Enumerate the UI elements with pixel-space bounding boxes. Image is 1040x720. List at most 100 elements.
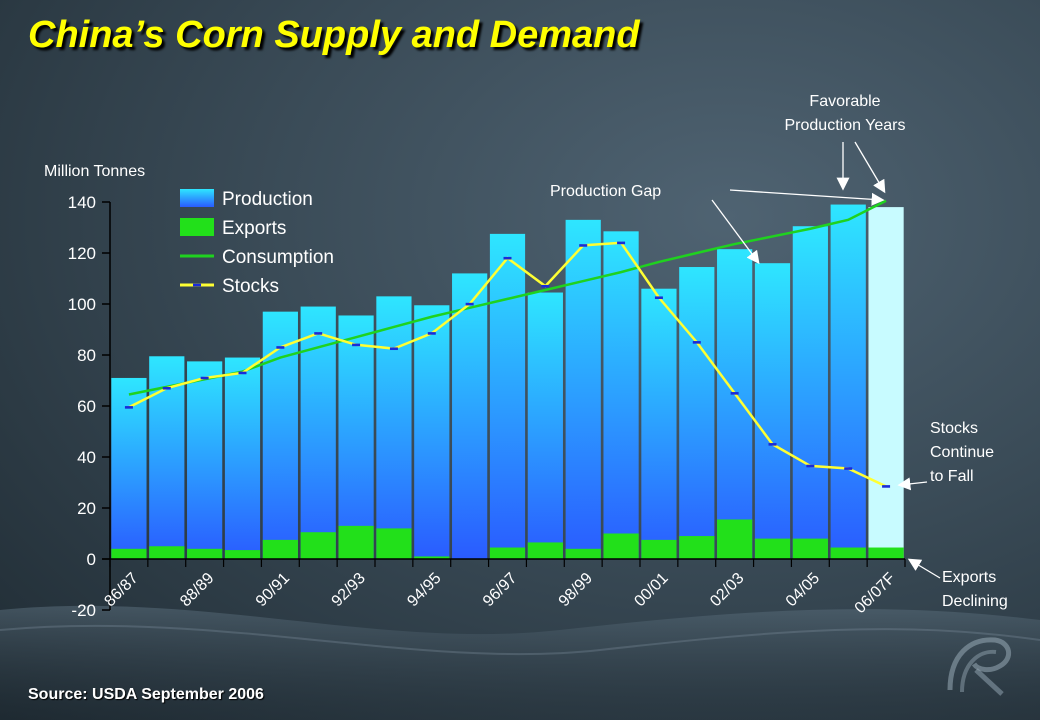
- x-tick-label-00/01: 00/01: [631, 570, 671, 610]
- stocks-marker-95/96: [465, 302, 474, 306]
- lines-layer: [124, 199, 891, 488]
- stocks-marker-03/04: [768, 443, 777, 446]
- stocks-marker-06/07F: [882, 485, 891, 488]
- exports-bar-93/94: [376, 528, 412, 559]
- legend-swatch-exports: [180, 218, 214, 236]
- exports-bar-96/97: [489, 547, 526, 559]
- production-bar-92/93: [338, 315, 374, 559]
- legend-swatch-production: [180, 189, 214, 207]
- production-bar-94/95: [414, 305, 450, 559]
- exports-bar-94/95: [414, 556, 450, 559]
- y-tick-label--20: -20: [71, 601, 96, 620]
- production-bar-88/89: [187, 361, 223, 559]
- stocks-marker-91/92: [314, 332, 323, 335]
- legend-label-exports: Exports: [222, 218, 286, 239]
- x-tick-label-86/87: 86/87: [101, 570, 141, 610]
- x-tick-label-96/97: 96/97: [480, 570, 520, 610]
- decorative-wave-band: [0, 605, 1040, 720]
- annotation-stocks-line-3: to Fall: [930, 468, 974, 485]
- y-tick-label-80: 80: [77, 346, 96, 365]
- stocks-marker-87/88: [162, 386, 171, 390]
- exports-bar-06/07F: [868, 547, 904, 559]
- production-bar-89/90: [224, 357, 261, 559]
- stocks-marker-05/06: [844, 467, 853, 470]
- arrow-favorable-2: [854, 141, 886, 194]
- y-tick-label-140: 140: [68, 193, 96, 212]
- exports-bar-86/87: [111, 548, 147, 559]
- y-axis-label: Million Tonnes: [44, 163, 146, 180]
- annotation-stocks-continue-to-fall: Stocks Continue to Fall: [930, 417, 994, 489]
- exports-bar-02/03: [717, 519, 753, 559]
- production-bar-93/94: [376, 296, 412, 559]
- production-bar-99/00: [603, 231, 639, 559]
- x-tick-label-90/91: 90/91: [253, 570, 293, 610]
- legend-label-production: Production: [222, 189, 313, 210]
- stocks-marker-89/90: [238, 371, 247, 375]
- x-tick-label-06/07F: 06/07F: [852, 570, 899, 617]
- y-tick-label-60: 60: [77, 397, 96, 416]
- x-tick-label-94/95: 94/95: [404, 570, 444, 610]
- stocks-marker-90/91: [276, 346, 285, 349]
- annotation-stocks-line-2: Continue: [930, 444, 995, 461]
- exports-bar-00/01: [641, 539, 677, 559]
- chart-legend: Production Exports Consumption Stocks: [180, 189, 334, 297]
- stocks-marker-96/97: [503, 256, 512, 260]
- exports-bar-01/02: [679, 536, 715, 559]
- production-bar-86/87: [111, 377, 147, 559]
- production-bar-90/91: [262, 311, 298, 559]
- legend-label-consumption: Consumption: [222, 247, 334, 268]
- y-tick-label-20: 20: [77, 499, 96, 518]
- production-bar-02/03: [717, 249, 753, 560]
- exports-bar-89/90: [224, 550, 261, 559]
- arrow-production-gap-2: [711, 199, 760, 265]
- exports-bar-03/04: [754, 538, 791, 559]
- exports-bar-87/88: [149, 546, 185, 559]
- arrow-production-gap-1: [729, 189, 885, 206]
- annotation-favorable-line-1: Favorable: [809, 93, 881, 110]
- exports-bar-05/06: [830, 547, 866, 559]
- annotation-exports-line-1: Exports: [942, 569, 997, 586]
- production-bar-01/02: [679, 267, 715, 559]
- production-bar-04/05: [792, 226, 828, 559]
- stocks-marker-98/99: [579, 244, 588, 247]
- exports-bar-90/91: [262, 539, 298, 559]
- stocks-marker-93/94: [389, 347, 398, 351]
- annotation-favorable-line-2: Production Years: [784, 117, 906, 134]
- stocks-marker-01/02: [692, 341, 701, 344]
- annotation-favorable-production-years: Favorable Production Years: [765, 90, 925, 138]
- stocks-marker-02/03: [730, 392, 739, 395]
- annotation-arrows: [711, 141, 941, 579]
- stocks-marker-94/95: [427, 332, 436, 335]
- legend-label-stocks: Stocks: [222, 276, 279, 297]
- source-note: Source: USDA September 2006: [28, 686, 264, 703]
- exports-bar-88/89: [187, 548, 223, 559]
- stocks-marker-00/01: [654, 296, 663, 300]
- bars-layer: [111, 204, 904, 560]
- x-tick-label-88/89: 88/89: [177, 570, 217, 610]
- exports-bar-04/05: [792, 538, 828, 559]
- stocks-marker-04/05: [806, 464, 815, 468]
- annotation-production-gap: Production Gap: [550, 183, 662, 200]
- annotation-stocks-line-1: Stocks: [930, 420, 979, 437]
- consumption-line: [128, 199, 887, 396]
- company-logo: [947, 637, 1012, 696]
- x-tick-label-02/03: 02/03: [707, 570, 747, 610]
- stocks-marker-92/93: [352, 343, 361, 347]
- stocks-marker-99/00: [617, 241, 626, 245]
- annotation-exports-line-2: Declining: [942, 593, 1008, 610]
- arrow-stocks: [897, 477, 928, 491]
- exports-bar-99/00: [603, 533, 639, 559]
- annotation-exports-declining: Exports Declining: [942, 566, 1008, 614]
- x-tick-label-98/99: 98/99: [556, 570, 596, 610]
- legend-marker-stocks: [193, 283, 201, 287]
- exports-bar-97/98: [527, 542, 563, 559]
- production-bar-03/04: [754, 263, 791, 559]
- x-tick-label-04/05: 04/05: [783, 570, 823, 610]
- production-bar-96/97: [489, 233, 526, 559]
- production-bar-97/98: [527, 292, 563, 559]
- slide-title: China’s Corn Supply and Demand: [28, 14, 640, 56]
- x-tick-label-92/93: 92/93: [329, 570, 369, 610]
- stocks-marker-86/87: [124, 406, 133, 409]
- stocks-marker-97/98: [541, 284, 550, 288]
